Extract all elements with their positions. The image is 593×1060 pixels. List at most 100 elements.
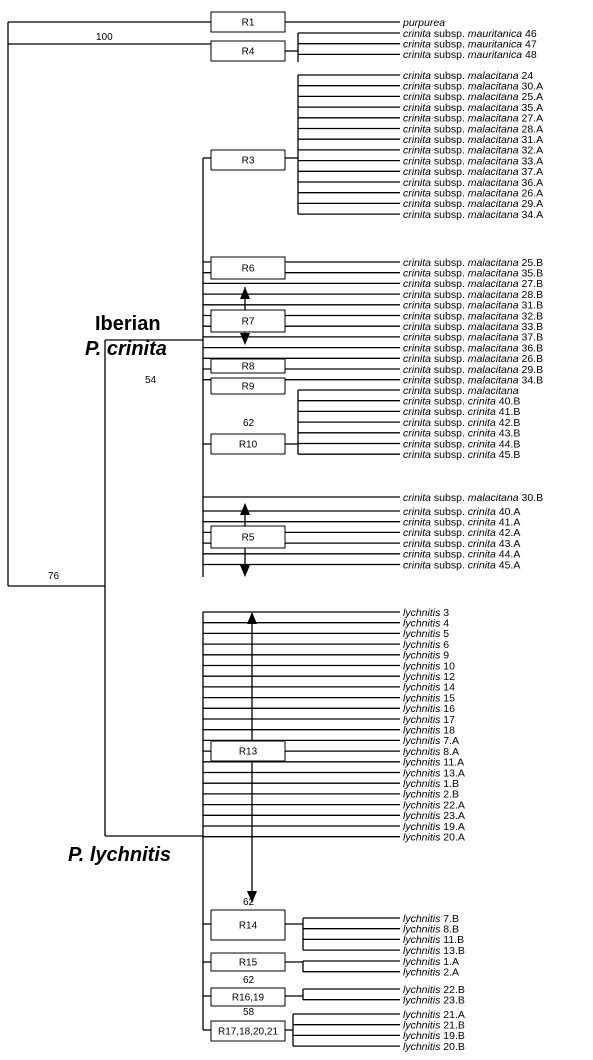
leaf-malacitana-36.B: crinita subsp. malacitana 36.B — [403, 342, 543, 354]
leaf-crinita-42.B: crinita subsp. crinita 42.B — [403, 417, 520, 429]
region-r4-label: R4 — [242, 47, 255, 58]
bootstrap-iberian: 54 — [145, 375, 157, 386]
leaf-lychnitis-8.B: lychnitis 8.B — [403, 924, 459, 936]
region-r16-label: R16,19 — [232, 993, 265, 1004]
arrow-down-r5 — [240, 565, 250, 577]
region-r1-box — [210, 11, 286, 33]
leaf-malacitana-34.B: crinita subsp. malacitana 34.B — [403, 375, 543, 387]
leaf-lychnitis-16: lychnitis 16 — [403, 703, 455, 715]
leaf-lychnitis-8.A: lychnitis 8.A — [403, 746, 459, 758]
leaf-lychnitis-3: lychnitis 3 — [403, 607, 449, 619]
leaf-lychnitis-13.B: lychnitis 13.B — [403, 945, 465, 957]
arrow-up-r7 — [240, 287, 250, 299]
leaf-lychnitis-18: lychnitis 18 — [403, 725, 455, 737]
leaf-crinita-41.A: crinita subsp. crinita 41.A — [403, 517, 520, 529]
tree-branches — [7, 21, 400, 1047]
leaf-lychnitis-2.B: lychnitis 2.B — [403, 789, 459, 801]
bootstrap-r16: 62 — [243, 975, 255, 986]
arrow-down-r7 — [240, 333, 250, 345]
leaf-lychnitis-20.B: lychnitis 20.B — [403, 1041, 465, 1053]
leaf-malacitana-25.A: crinita subsp. malacitana 25.A — [403, 91, 543, 103]
region-r14-box — [210, 909, 286, 941]
leaf-malacitana-37.A: crinita subsp. malacitana 37.A — [403, 166, 543, 178]
leaf-malacitana-24: crinita subsp. malacitana 24 — [403, 70, 533, 82]
clade-label-lychnitis: P. lychnitis — [68, 844, 171, 866]
leaf-lychnitis-1.A: lychnitis 1.A — [403, 956, 459, 968]
region-r10-box — [210, 433, 286, 455]
leaf-mauritanica-47: crinita subsp. mauritanica 47 — [403, 39, 537, 51]
leaf-malacitana-26.A: crinita subsp. malacitana 26.A — [403, 188, 543, 200]
leaf-lychnitis-10: lychnitis 10 — [403, 660, 455, 672]
leaf-lychnitis-9: lychnitis 9 — [403, 650, 449, 662]
leaf-mauritanica-46: crinita subsp. mauritanica 46 — [403, 28, 537, 40]
clade-label-iberian-line2: P. crinita — [85, 338, 167, 360]
region-r10-label: R10 — [239, 440, 258, 451]
leaf-crinita-42.A: crinita subsp. crinita 42.A — [403, 527, 520, 539]
region-r15-box — [210, 952, 286, 972]
region-r6-box — [210, 256, 286, 280]
leaf-malacitana-27.A: crinita subsp. malacitana 27.A — [403, 113, 543, 125]
leaf-lychnitis-22.A: lychnitis 22.A — [403, 799, 465, 811]
region-r9-box — [210, 377, 286, 395]
region-r17-label: R17,18,20,21 — [218, 1027, 278, 1038]
leaf-malacitana-29.B: crinita subsp. malacitana 29.B — [403, 364, 543, 376]
bootstrap-values: 100 76 54 62 62 62 58 — [48, 32, 255, 1018]
leaf-lychnitis-7.A: lychnitis 7.A — [403, 735, 459, 747]
leaf-malacitana-31.B: crinita subsp. malacitana 31.B — [403, 300, 543, 312]
region-r8-label: R8 — [242, 362, 255, 373]
leaf-lychnitis-5: lychnitis 5 — [403, 628, 449, 640]
region-r7-label: R7 — [242, 317, 255, 328]
region-r4-box — [210, 40, 286, 62]
region-r8-box — [210, 358, 286, 374]
leaf-malacitana-35.B: crinita subsp. malacitana 35.B — [403, 268, 543, 280]
leaf-spacer: crinita subsp. malacitana — [403, 385, 519, 397]
leaf-malacitana-25.B: crinita subsp. malacitana 25.B — [403, 257, 543, 269]
leaf-crinita-45.A: crinita subsp. crinita 45.A — [403, 559, 520, 571]
region-r7-box — [210, 309, 286, 333]
leaf-malacitana-35.A: crinita subsp. malacitana 35.A — [403, 102, 543, 114]
leaf-lychnitis-20.A: lychnitis 20.A — [403, 832, 465, 844]
leaf-malacitana-30.A: crinita subsp. malacitana 30.A — [403, 81, 543, 93]
leaf-crinita-44.A: crinita subsp. crinita 44.A — [403, 549, 520, 561]
leaf-malacitana-28.B: crinita subsp. malacitana 28.B — [403, 289, 543, 301]
leaf-crinita-40.A: crinita subsp. crinita 40.A — [403, 506, 520, 518]
bootstrap-root-top: 100 — [96, 32, 113, 43]
leaf-lychnitis-12: lychnitis 12 — [403, 671, 455, 683]
leaf-malacitana-30B: crinita subsp. malacitana 30.B — [403, 492, 543, 504]
leaf-lychnitis-19.A: lychnitis 19.A — [403, 821, 465, 833]
leaf-crinita-41.B: crinita subsp. crinita 41.B — [403, 406, 520, 418]
leaf-lychnitis-22.B: lychnitis 22.B — [403, 984, 465, 996]
leaf-lychnitis-11.B: lychnitis 11.B — [403, 934, 464, 946]
leaf-lychnitis-11.A: lychnitis 11.A — [403, 757, 464, 769]
leaf-malacitana-29.A: crinita subsp. malacitana 29.A — [403, 198, 543, 210]
bootstrap-r14: 62 — [243, 897, 255, 908]
bootstrap-root-bottom: 76 — [48, 571, 60, 582]
clade-label-iberian-line1: Iberian — [95, 313, 161, 335]
leaf-lychnitis-14: lychnitis 14 — [403, 682, 455, 694]
leaf-lychnitis-19.B: lychnitis 19.B — [403, 1030, 465, 1042]
leaf-lychnitis-21.A: lychnitis 21.A — [403, 1009, 465, 1021]
region-r3-box — [210, 149, 286, 171]
region-boxes: R1 R4 R3 R6 R7 R8 R9 R10 R5 R13 R14 R15 R16,19 R17,18… — [210, 11, 286, 1042]
leaf-lychnitis-23.A: lychnitis 23.A — [403, 810, 465, 822]
leaf-malacitana-27.B: crinita subsp. malacitana 27.B — [403, 278, 543, 290]
leaf-crinita-40.B: crinita subsp. crinita 40.B — [403, 396, 520, 408]
region-r16-box — [210, 987, 286, 1007]
leaf-lychnitis-21.B: lychnitis 21.B — [403, 1020, 465, 1032]
leaf-crinita-45.B: crinita subsp. crinita 45.B — [403, 449, 520, 461]
leaf-lychnitis-2.A: lychnitis 2.A — [403, 967, 459, 979]
region-r17-box — [210, 1020, 286, 1042]
region-r5-label: R5 — [242, 533, 255, 544]
leaf-lychnitis-15: lychnitis 15 — [403, 692, 455, 704]
leaf-malacitana-31.A: crinita subsp. malacitana 31.A — [403, 134, 543, 146]
leaf-purpurea: purpurea — [402, 17, 445, 29]
leaf-malacitana-36.A: crinita subsp. malacitana 36.A — [403, 177, 543, 189]
arrow-up-r5 — [240, 503, 250, 515]
leaf-crinita-44.B: crinita subsp. crinita 44.B — [403, 438, 520, 450]
leaf-malacitana-28.A: crinita subsp. malacitana 28.A — [403, 123, 543, 135]
leaf-lychnitis-23.B: lychnitis 23.B — [403, 995, 465, 1007]
leaf-malacitana-37.B: crinita subsp. malacitana 37.B — [403, 332, 543, 344]
bootstrap-r17: 58 — [243, 1007, 255, 1018]
region-r3-label: R3 — [242, 156, 255, 167]
